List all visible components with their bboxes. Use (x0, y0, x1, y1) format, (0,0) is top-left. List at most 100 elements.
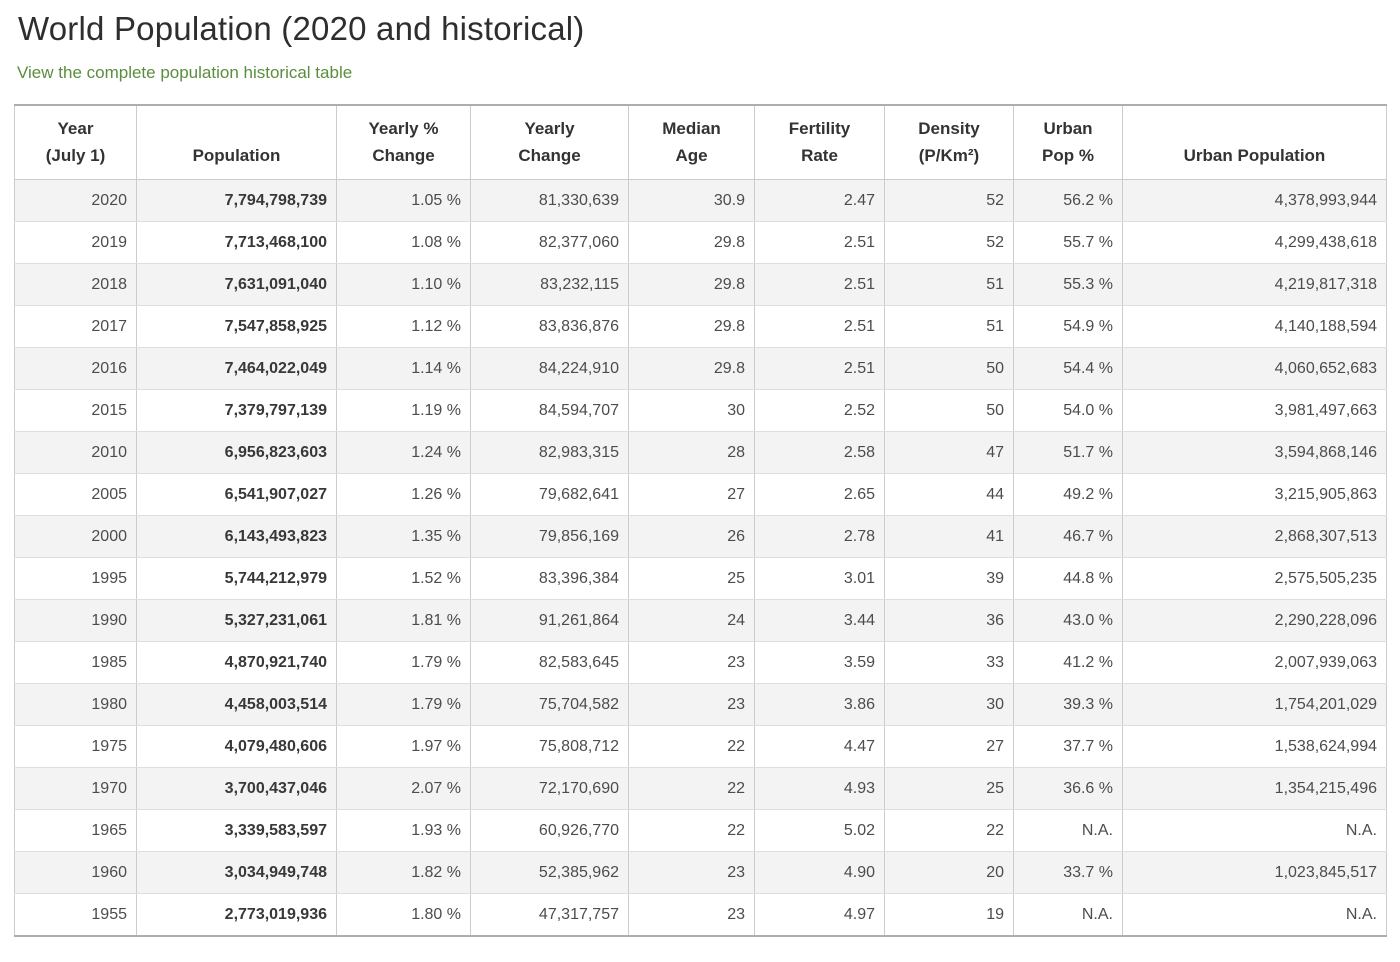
table-row: 2019 7,713,468,100 1.08 % 82,377,060 29.8 2.5… (14, 221, 1387, 264)
cell-yearly_pct: 1.26 % (336, 473, 471, 516)
cell-yearly_change: 75,808,712 (470, 725, 629, 768)
cell-population: 7,464,022,049 (136, 347, 337, 390)
cell-fertility: 3.86 (754, 683, 885, 726)
table-row: 1955 2,773,019,936 1.80 % 47,317,757 23 4.97 1… (14, 893, 1387, 937)
table-row: 1970 3,700,437,046 2.07 % 72,170,690 22 4.93 2… (14, 767, 1387, 810)
cell-urban_pct: 56.2 % (1013, 179, 1123, 222)
cell-population: 7,547,858,925 (136, 305, 337, 348)
cell-population: 6,541,907,027 (136, 473, 337, 516)
cell-population: 6,956,823,603 (136, 431, 337, 474)
cell-year: 1975 (14, 725, 137, 768)
cell-fertility: 3.44 (754, 599, 885, 642)
cell-fertility: 2.47 (754, 179, 885, 222)
cell-urban_pct: 41.2 % (1013, 641, 1123, 684)
cell-urban_pct: 54.0 % (1013, 389, 1123, 432)
cell-urban_pct: 55.7 % (1013, 221, 1123, 264)
cell-yearly_pct: 1.52 % (336, 557, 471, 600)
cell-density: 36 (884, 599, 1014, 642)
cell-yearly_change: 75,704,582 (470, 683, 629, 726)
cell-fertility: 4.47 (754, 725, 885, 768)
cell-year: 2000 (14, 515, 137, 558)
table-row: 2016 7,464,022,049 1.14 % 84,224,910 29.8 2.5… (14, 347, 1387, 390)
cell-density: 27 (884, 725, 1014, 768)
cell-median_age: 27 (628, 473, 755, 516)
page: World Population (2020 and historical) V… (14, 10, 1387, 937)
cell-yearly_change: 82,583,645 (470, 641, 629, 684)
cell-population: 2,773,019,936 (136, 893, 337, 937)
cell-density: 19 (884, 893, 1014, 937)
cell-urban_pop: 2,290,228,096 (1122, 599, 1387, 642)
cell-yearly_pct: 1.79 % (336, 683, 471, 726)
cell-density: 30 (884, 683, 1014, 726)
cell-yearly_pct: 1.12 % (336, 305, 471, 348)
cell-population: 7,794,798,739 (136, 179, 337, 222)
col-header-density: Density (P/Km²) (884, 104, 1014, 180)
cell-median_age: 22 (628, 725, 755, 768)
cell-fertility: 3.59 (754, 641, 885, 684)
cell-median_age: 29.8 (628, 263, 755, 306)
cell-urban_pct: 37.7 % (1013, 725, 1123, 768)
cell-urban_pct: 46.7 % (1013, 515, 1123, 558)
cell-yearly_change: 79,682,641 (470, 473, 629, 516)
cell-yearly_pct: 1.35 % (336, 515, 471, 558)
cell-population: 3,700,437,046 (136, 767, 337, 810)
cell-urban_pop: 4,299,438,618 (1122, 221, 1387, 264)
cell-year: 1970 (14, 767, 137, 810)
cell-population: 4,079,480,606 (136, 725, 337, 768)
cell-density: 52 (884, 179, 1014, 222)
cell-urban_pop: 1,354,215,496 (1122, 767, 1387, 810)
cell-yearly_change: 47,317,757 (470, 893, 629, 937)
cell-year: 2015 (14, 389, 137, 432)
table-row: 2020 7,794,798,739 1.05 % 81,330,639 30.9 2.4… (14, 179, 1387, 222)
cell-yearly_pct: 1.19 % (336, 389, 471, 432)
cell-median_age: 22 (628, 767, 755, 810)
cell-median_age: 25 (628, 557, 755, 600)
table-row: 1975 4,079,480,606 1.97 % 75,808,712 22 4.47 2… (14, 725, 1387, 768)
table-row: 2005 6,541,907,027 1.26 % 79,682,641 27 2.65 4… (14, 473, 1387, 516)
population-table: Year (July 1) Population Yearly % Change Year… (14, 104, 1387, 937)
cell-urban_pop: 1,754,201,029 (1122, 683, 1387, 726)
cell-population: 7,379,797,139 (136, 389, 337, 432)
cell-population: 6,143,493,823 (136, 515, 337, 558)
historical-table-link[interactable]: View the complete population historical … (17, 63, 353, 82)
cell-fertility: 4.97 (754, 893, 885, 937)
cell-urban_pop: 4,219,817,318 (1122, 263, 1387, 306)
col-header-urban_pop: Urban Population (1122, 104, 1387, 180)
cell-population: 4,458,003,514 (136, 683, 337, 726)
cell-urban_pop: 2,575,505,235 (1122, 557, 1387, 600)
cell-population: 5,327,231,061 (136, 599, 337, 642)
cell-urban_pct: N.A. (1013, 893, 1123, 937)
cell-yearly_change: 83,836,876 (470, 305, 629, 348)
cell-year: 1955 (14, 893, 137, 937)
cell-density: 51 (884, 305, 1014, 348)
cell-urban_pop: N.A. (1122, 809, 1387, 852)
table-row: 2018 7,631,091,040 1.10 % 83,232,115 29.8 2.5… (14, 263, 1387, 306)
cell-urban_pop: N.A. (1122, 893, 1387, 937)
table-row: 1980 4,458,003,514 1.79 % 75,704,582 23 3.86 3… (14, 683, 1387, 726)
cell-yearly_change: 91,261,864 (470, 599, 629, 642)
cell-density: 33 (884, 641, 1014, 684)
cell-yearly_change: 84,594,707 (470, 389, 629, 432)
cell-urban_pct: 44.8 % (1013, 557, 1123, 600)
cell-population: 3,034,949,748 (136, 851, 337, 894)
cell-urban_pct: 43.0 % (1013, 599, 1123, 642)
cell-yearly_change: 83,396,384 (470, 557, 629, 600)
cell-median_age: 29.8 (628, 221, 755, 264)
cell-urban_pct: 51.7 % (1013, 431, 1123, 474)
cell-year: 2018 (14, 263, 137, 306)
table-row: 1985 4,870,921,740 1.79 % 82,583,645 23 3.59 3… (14, 641, 1387, 684)
cell-year: 1995 (14, 557, 137, 600)
cell-yearly_change: 82,377,060 (470, 221, 629, 264)
cell-yearly_pct: 1.93 % (336, 809, 471, 852)
cell-urban_pct: 49.2 % (1013, 473, 1123, 516)
table-row: 2015 7,379,797,139 1.19 % 84,594,707 30 2.52 5… (14, 389, 1387, 432)
cell-urban_pct: 55.3 % (1013, 263, 1123, 306)
cell-median_age: 26 (628, 515, 755, 558)
table-row: 2017 7,547,858,925 1.12 % 83,836,876 29.8 2.5… (14, 305, 1387, 348)
cell-population: 3,339,583,597 (136, 809, 337, 852)
cell-yearly_pct: 1.97 % (336, 725, 471, 768)
cell-year: 2017 (14, 305, 137, 348)
cell-density: 44 (884, 473, 1014, 516)
cell-density: 52 (884, 221, 1014, 264)
cell-median_age: 23 (628, 851, 755, 894)
